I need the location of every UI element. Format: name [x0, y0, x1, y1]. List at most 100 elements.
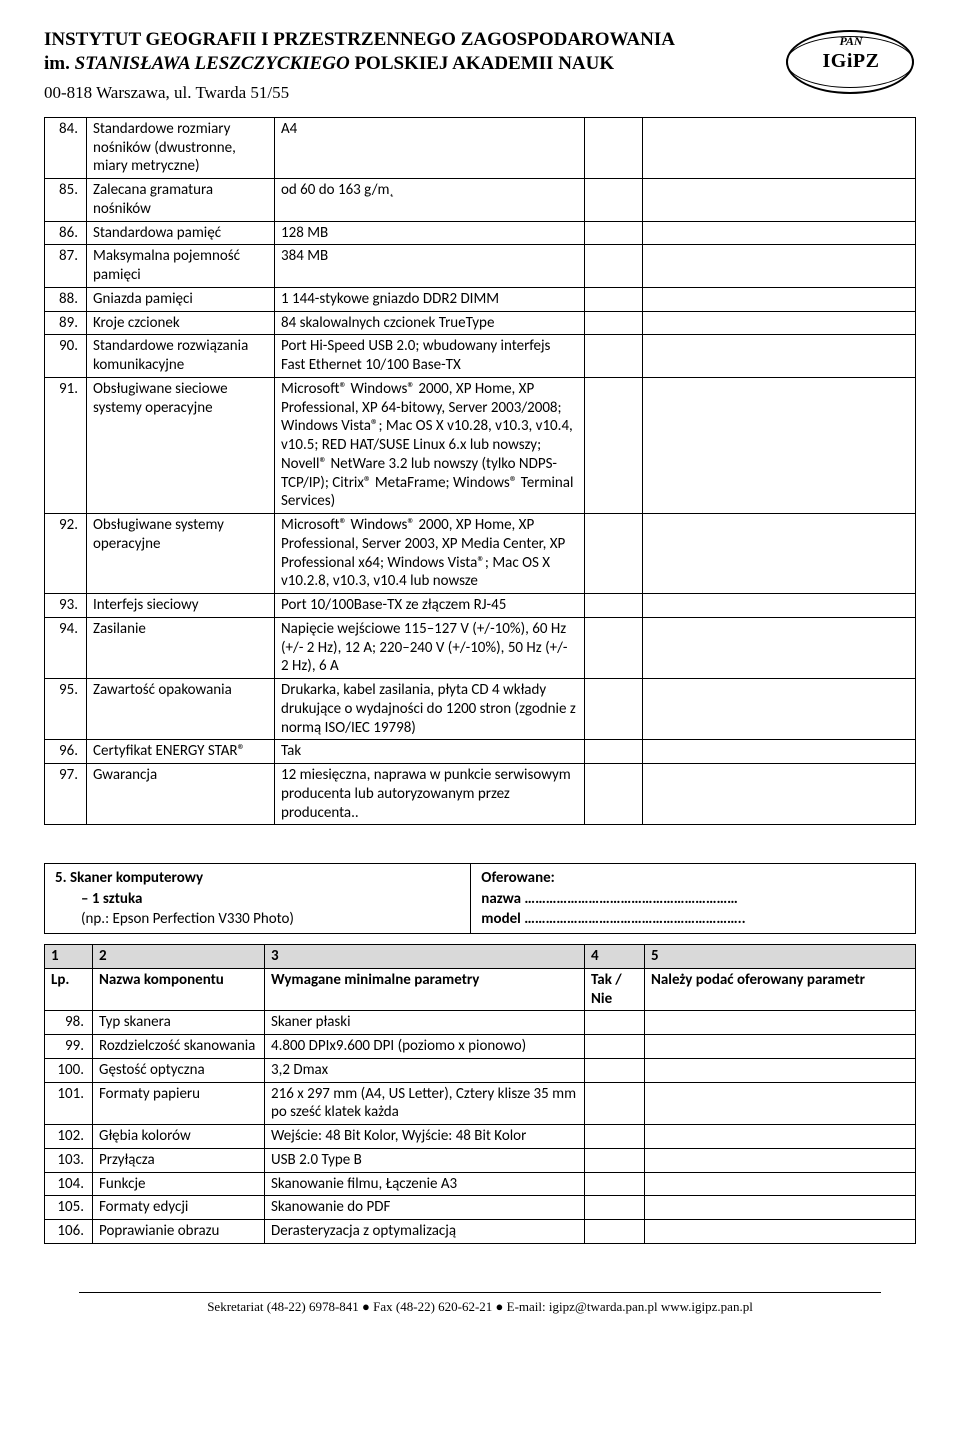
row-label: Gniazda pamięci [87, 287, 275, 311]
row-num: 97. [45, 764, 87, 825]
section-right: Oferowane: nazwa …………………………………………………… mo… [471, 864, 915, 933]
row-empty-4 [585, 679, 643, 740]
header-prefix: im. [44, 53, 75, 74]
logo: PAN IGiPZ [786, 28, 916, 98]
table-row: 105.Formaty edycjiSkanowanie do PDF [45, 1196, 916, 1220]
row-empty-5 [645, 1035, 916, 1059]
row-value: 384 MB [275, 245, 585, 288]
row-value: od 60 do 163 g/m˛ [275, 179, 585, 222]
row-value: Microsoft® Windows® 2000, XP Home, XP Pr… [275, 377, 585, 513]
table-row: 86.Standardowa pamięć128 MB [45, 221, 916, 245]
row-empty-4 [585, 1082, 645, 1125]
logo-top-text: PAN [786, 34, 916, 49]
row-empty-4 [585, 377, 643, 513]
row-num: 106. [45, 1220, 93, 1244]
row-num: 105. [45, 1196, 93, 1220]
th-3: 3 [265, 945, 585, 969]
row-label: Interfejs sieciowy [87, 594, 275, 618]
row-num: 99. [45, 1035, 93, 1059]
header-text-block: INSTYTUT GEOGRAFII I PRZESTRZENNEGO ZAGO… [44, 28, 675, 103]
row-empty-5 [645, 1196, 916, 1220]
row-label: Zawartość opakowania [87, 679, 275, 740]
row-label: Obsługiwane sieciowe systemy operacyjne [87, 377, 275, 513]
th2-1: Lp. [45, 968, 93, 1011]
row-empty-5 [645, 1011, 916, 1035]
logo-main-text: IGiPZ [786, 50, 916, 73]
row-value: 84 skalowalnych czcionek TrueType [275, 311, 585, 335]
row-label: Standardowa pamięć [87, 221, 275, 245]
row-empty-4 [585, 1196, 645, 1220]
row-value: Skaner płaski [265, 1011, 585, 1035]
row-num: 95. [45, 679, 87, 740]
institute-address: 00-818 Warszawa, ul. Twarda 51/55 [44, 82, 675, 103]
row-num: 93. [45, 594, 87, 618]
row-empty-5 [643, 617, 916, 678]
row-value: 1 144-stykowe gniazdo DDR2 DIMM [275, 287, 585, 311]
row-label: Funkcje [93, 1172, 265, 1196]
row-num: 90. [45, 335, 87, 378]
row-label: Przyłącza [93, 1148, 265, 1172]
table-row: 85.Zalecana gramatura nośnikówod 60 do 1… [45, 179, 916, 222]
row-empty-5 [645, 1058, 916, 1082]
row-value: Microsoft® Windows® 2000, XP Home, XP Pr… [275, 514, 585, 594]
row-num: 92. [45, 514, 87, 594]
row-label: Standardowe rozmiary nośników (dwustronn… [87, 117, 275, 178]
row-empty-4 [585, 221, 643, 245]
row-label: Obsługiwane systemy operacyjne [87, 514, 275, 594]
row-num: 85. [45, 179, 87, 222]
table-row: 96.Certyfikat ENERGY STAR®Tak [45, 740, 916, 764]
row-empty-5 [643, 179, 916, 222]
row-value: 3,2 Dmax [265, 1058, 585, 1082]
table-row: 92.Obsługiwane systemy operacyjneMicroso… [45, 514, 916, 594]
row-empty-4 [585, 514, 643, 594]
row-empty-5 [643, 245, 916, 288]
row-value: 12 miesięczna, naprawa w punkcie serwiso… [275, 764, 585, 825]
row-empty-5 [643, 514, 916, 594]
th2-3: Wymagane minimalne parametry [265, 968, 585, 1011]
row-label: Zalecana gramatura nośników [87, 179, 275, 222]
th-1: 1 [45, 945, 93, 969]
th-2: 2 [93, 945, 265, 969]
row-value: Skanowanie do PDF [265, 1196, 585, 1220]
row-empty-4 [585, 764, 643, 825]
header-suffix: POLSKIEJ AKADEMII NAUK [350, 53, 614, 74]
row-empty-5 [643, 764, 916, 825]
row-label: Rozdzielczość skanowania [93, 1035, 265, 1059]
row-empty-5 [643, 679, 916, 740]
row-num: 84. [45, 117, 87, 178]
row-empty-4 [585, 335, 643, 378]
table-row: 102.Głębia kolorówWejście: 48 Bit Kolor,… [45, 1125, 916, 1149]
table-row: 97.Gwarancja12 miesięczna, naprawa w pun… [45, 764, 916, 825]
table-row: 98.Typ skaneraSkaner płaski [45, 1011, 916, 1035]
table-row: 94.ZasilanieNapięcie wejściowe 115–127 V… [45, 617, 916, 678]
row-value: Port 10/100Base-TX ze złączem RJ-45 [275, 594, 585, 618]
row-num: 91. [45, 377, 87, 513]
row-num: 103. [45, 1148, 93, 1172]
row-empty-4 [585, 617, 643, 678]
row-label: Gwarancja [87, 764, 275, 825]
row-empty-5 [643, 335, 916, 378]
row-num: 98. [45, 1011, 93, 1035]
spec-table-2: 1 2 3 4 5 Lp. Nazwa komponentu Wymagane … [44, 944, 916, 1244]
row-empty-4 [585, 594, 643, 618]
table-row: 104.FunkcjeSkanowanie filmu, Łączenie A3 [45, 1172, 916, 1196]
row-label: Maksymalna pojemność pamięci [87, 245, 275, 288]
section-example: (np.: Epson Perfection V330 Photo) [55, 909, 460, 929]
row-value: Port Hi-Speed USB 2.0; wbudowany interfe… [275, 335, 585, 378]
section-left: 5. Skaner komputerowy – 1 sztuka (np.: E… [45, 864, 471, 933]
th2-5: Należy podać oferowany parametr [645, 968, 916, 1011]
row-value: Tak [275, 740, 585, 764]
row-label: Głębia kolorów [93, 1125, 265, 1149]
row-empty-5 [643, 311, 916, 335]
spec-table-1: 84.Standardowe rozmiary nośników (dwustr… [44, 117, 916, 826]
row-value: 128 MB [275, 221, 585, 245]
row-empty-5 [643, 221, 916, 245]
row-empty-5 [643, 594, 916, 618]
row-empty-5 [645, 1125, 916, 1149]
institute-name: INSTYTUT GEOGRAFII I PRZESTRZENNEGO ZAGO… [44, 28, 675, 52]
table-row: 103.PrzyłączaUSB 2.0 Type B [45, 1148, 916, 1172]
row-num: 101. [45, 1082, 93, 1125]
table-row: 87.Maksymalna pojemność pamięci384 MB [45, 245, 916, 288]
row-empty-4 [585, 117, 643, 178]
footer-divider [79, 1292, 881, 1293]
